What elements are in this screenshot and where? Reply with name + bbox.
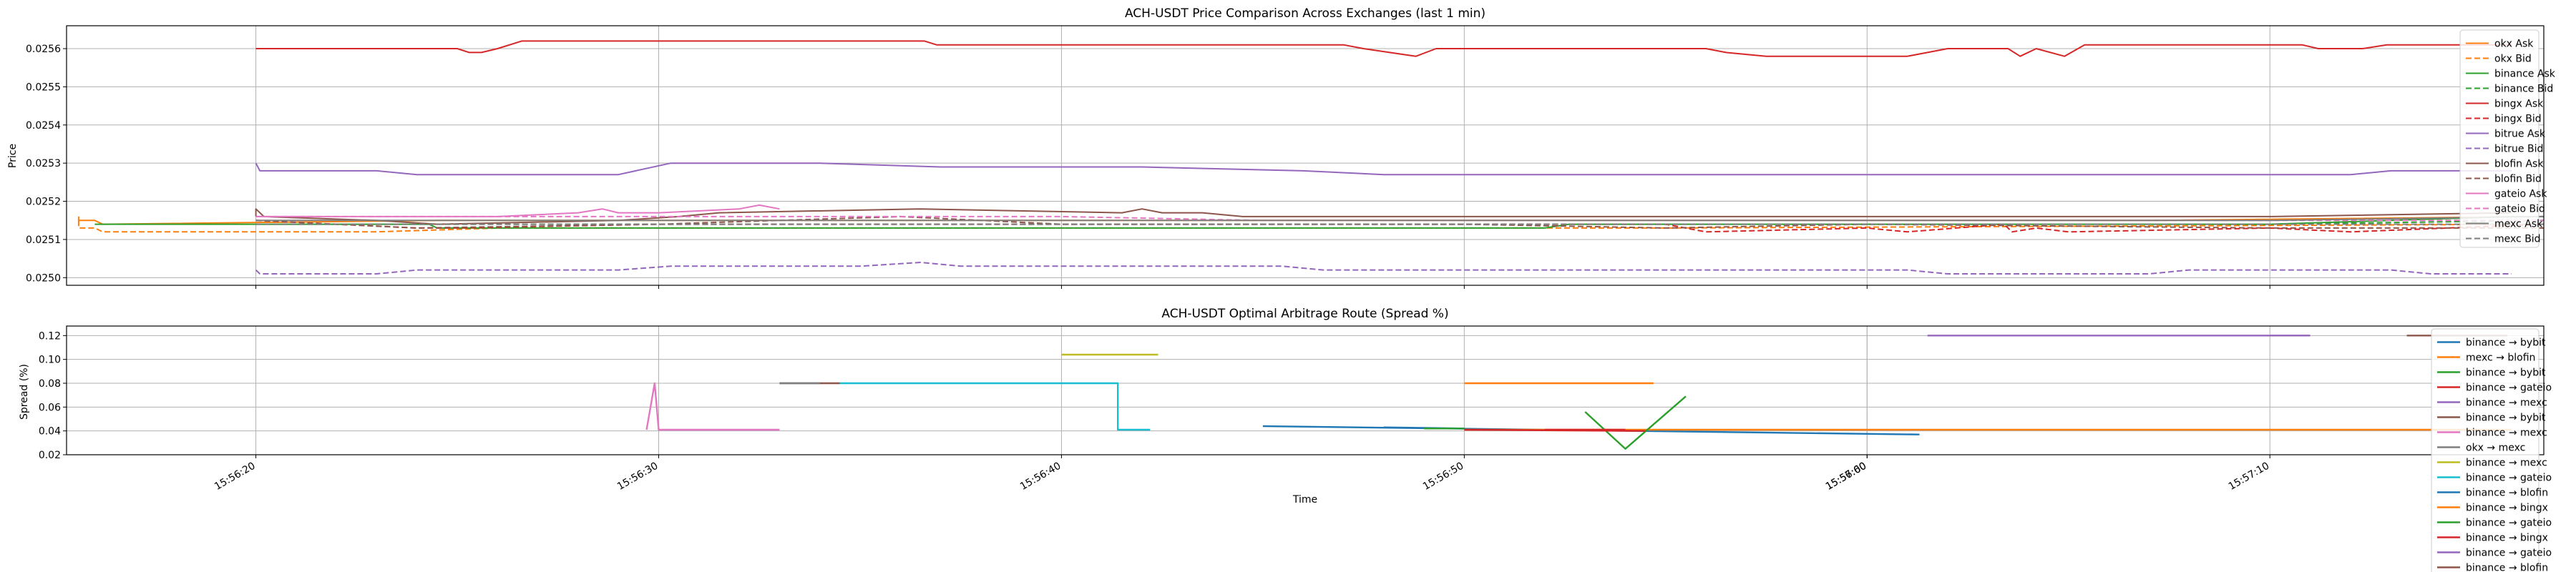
legend-label: binance → gateio (2466, 548, 2552, 559)
legend-label: okx → mexc (2466, 443, 2525, 454)
legend-label: bingx Ask (2494, 99, 2544, 110)
legend-label: binance → gateio (2466, 473, 2552, 484)
price-legend: okx Ask okx Bid binance Ask binance Bid bing… (2459, 29, 2556, 248)
series-line-12 (255, 215, 2545, 222)
legend-label: mexc Ask (2494, 219, 2543, 230)
legend-label: binance Ask (2494, 69, 2556, 80)
y-tick-label: 0.10 (39, 355, 61, 366)
series-line-6 (255, 162, 2512, 176)
spread-plot-frame (66, 325, 2545, 455)
legend-label: binance → gateio (2466, 518, 2552, 529)
y-tick-label: 0.02 (39, 450, 61, 461)
spread-legend: binance → bybit mexc → blofin binance → by… (2431, 328, 2552, 572)
spread-chart-title: ACH-USDT Optimal Arbitrage Route (Spread… (1161, 307, 1448, 321)
legend-label: mexc → blofin (2466, 352, 2535, 364)
legend-label: bingx Bid (2494, 114, 2542, 125)
y-tick-label: 0.0252 (26, 197, 61, 208)
series-line-6 (645, 382, 780, 431)
y-tick-label: 0.0254 (26, 120, 61, 132)
legend-label: gateio Bid (2494, 204, 2545, 215)
legend-label: mexc Bid (2494, 234, 2541, 245)
y-tick-label: 0.0251 (26, 235, 61, 246)
legend-label: binance Bid (2494, 84, 2553, 95)
price-chart-title: ACH-USDT Price Comparison Across Exchang… (1125, 6, 1485, 21)
legend-label: blofin Ask (2494, 159, 2544, 170)
y-tick-label: 0.08 (39, 378, 61, 390)
series-line-2 (1584, 395, 1687, 450)
legend-label: okx Bid (2494, 54, 2532, 65)
price-comparison-chart: ACH-USDT Price Comparison Across Exchang… (7, 6, 2556, 289)
price-grid (67, 26, 2544, 285)
spread-series (645, 335, 2512, 450)
legend-label: binance → bybit (2466, 337, 2546, 349)
spread-y-axis-label: Spread (%) (19, 364, 30, 420)
legend-label: bitrue Ask (2494, 129, 2546, 140)
series-line-4 (255, 40, 2512, 57)
legend-label: okx Ask (2494, 39, 2534, 50)
legend-label: binance → bingx (2466, 533, 2548, 544)
legend-label: binance → gateio (2466, 383, 2552, 394)
legend-label: binance → mexc (2466, 398, 2547, 409)
y-tick-label: 0.06 (39, 402, 61, 413)
price-ticks: 0.0250 0.0251 0.0252 0.0253 0.0254 0.0255 0.02… (26, 44, 2270, 289)
legend-label: binance → bybit (2466, 368, 2546, 379)
legend-label: binance → mexc (2466, 458, 2547, 469)
legend-label: gateio Ask (2494, 189, 2547, 200)
legend-label: bitrue Bid (2494, 144, 2543, 155)
legend-box (2431, 328, 2540, 572)
price-series (77, 40, 2545, 275)
series-line-2 (94, 215, 2544, 229)
y-tick-label: 0.12 (39, 330, 61, 342)
legend-label: binance → mexc (2466, 428, 2547, 439)
legend-label: blofin Bid (2494, 174, 2542, 185)
legend-label: binance → bingx (2466, 503, 2548, 514)
spread-x-axis-label: Time (1292, 494, 1317, 506)
price-y-axis-label: Price (7, 144, 19, 168)
series-line-9 (839, 382, 1151, 431)
y-tick-label: 0.0253 (26, 158, 61, 169)
legend-label: binance → bybit (2466, 413, 2546, 424)
legend-label: binance → blofin (2466, 563, 2548, 572)
y-tick-label: 0.0250 (26, 272, 61, 284)
y-tick-label: 0.0255 (26, 82, 61, 93)
price-plot-frame (66, 25, 2545, 286)
y-tick-label: 0.04 (39, 426, 61, 438)
y-tick-label: 0.0256 (26, 44, 61, 55)
legend-label: binance → blofin (2466, 488, 2548, 499)
